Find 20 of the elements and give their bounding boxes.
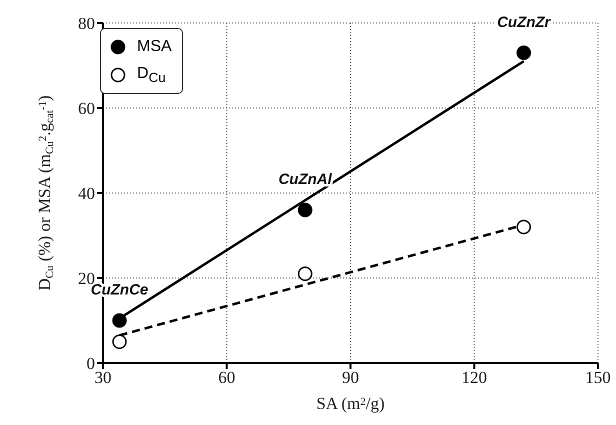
point — [516, 46, 531, 60]
x-tick-label: 30 — [94, 368, 112, 388]
point — [112, 313, 127, 328]
x-tick-label: 90 — [342, 368, 359, 388]
point — [516, 220, 531, 234]
point — [112, 334, 127, 349]
y-tick-label: 60 — [78, 99, 95, 118]
legend-label: MSA — [137, 38, 172, 56]
point — [298, 266, 312, 281]
x-tick-label: 60 — [218, 368, 236, 388]
x-tick-label: 120 — [462, 368, 487, 388]
x-tick-label: 150 — [585, 368, 611, 388]
y-tick-label: 40 — [78, 184, 95, 204]
x-axis-title: SA (m$^{2}$/g) — [316, 394, 385, 413]
annotation: CuZnZr — [497, 14, 552, 31]
y-tick-label: 0 — [86, 354, 95, 374]
y-tick-label: 80 — [78, 14, 95, 34]
legend-label: D$_{Cu}$ — [137, 64, 166, 86]
annotation: CuZnAl — [278, 171, 333, 188]
point — [298, 202, 312, 218]
